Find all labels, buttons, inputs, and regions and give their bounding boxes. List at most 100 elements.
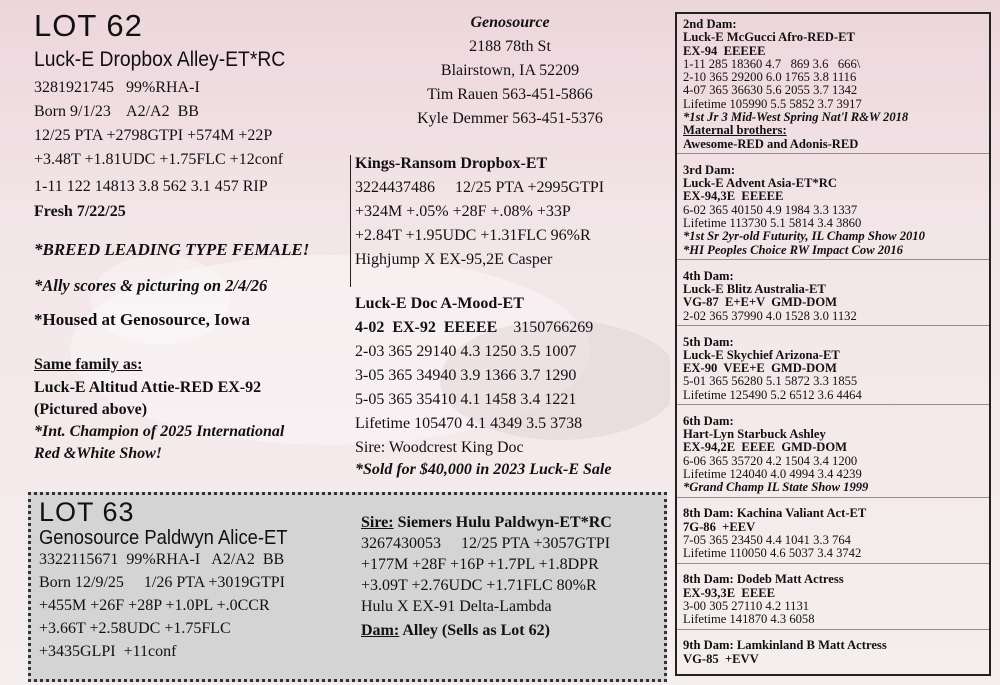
dam-record: 7-05 365 23450 4.4 1041 3.3 764 bbox=[683, 533, 851, 547]
detail-line: 3322115671 99%RHA-I A2/A2 BB bbox=[39, 551, 285, 568]
sire-line: +2.84T +1.95UDC +1.31FLC 96%R bbox=[355, 227, 591, 244]
dam-name: Luck-E Skychief Arizona-ET bbox=[683, 347, 840, 362]
dam-classification: EX-94 EEEEE bbox=[683, 43, 766, 58]
family-heading: Same family as: bbox=[34, 356, 143, 373]
dam-record: 2-03 365 29140 4.3 1250 3.5 1007 bbox=[355, 343, 577, 360]
brothers: Awesome-RED and Adonis-RED bbox=[683, 136, 859, 151]
dam-record: 1-11 285 18360 4.7 869 3.6 666\ bbox=[683, 56, 861, 71]
brothers-heading: Maternal brothers: bbox=[683, 123, 787, 138]
dam-label: Dam: bbox=[361, 622, 400, 639]
detail-line: +3.48T +1.81UDC +1.75FLC +12conf bbox=[34, 151, 284, 168]
dam-section: 6th Dam: Hart-Lyn Starbuck Ashley EX-94,2E… bbox=[677, 414, 989, 498]
dam-classification: 4-02 EX-92 EEEEE bbox=[355, 319, 498, 336]
sire-label: Sire: bbox=[361, 514, 394, 531]
dam-heading: 8th Dam: Kachina Valiant Act-ET bbox=[683, 506, 867, 521]
animal-name: Luck-E Dropbox Alley-ET*RC bbox=[34, 48, 286, 71]
dam-classification-line: 4-02 EX-92 EEEEE 3150766269 bbox=[355, 319, 593, 337]
dam-id: 3150766269 bbox=[513, 319, 594, 336]
sire-line: 3224437486 12/25 PTA +2995GTPI bbox=[355, 179, 605, 196]
dam-record: Lifetime 125490 5.2 6512 3.6 4464 bbox=[683, 387, 862, 402]
note: *Housed at Genosource, Iowa bbox=[34, 310, 250, 329]
dam-record: 3-05 365 34940 3.9 1366 3.7 1290 bbox=[355, 367, 577, 384]
detail-line: +3.66T +2.58UDC +1.75FLC bbox=[39, 620, 231, 637]
sire-line: Hulu X EX-91 Delta-Lambda bbox=[361, 598, 552, 615]
detail-line: +3435GLPI +11conf bbox=[39, 643, 177, 660]
dam-record: Lifetime 105990 5.5 5852 3.7 3917 bbox=[683, 96, 862, 111]
divider bbox=[350, 155, 351, 287]
dam-note: *1st Sr 2yr-old Futurity, IL Champ Show … bbox=[683, 229, 925, 244]
dam-name: Luck-E Blitz Australia-ET bbox=[683, 281, 826, 296]
dam-sire: Sire: Woodcrest King Doc bbox=[355, 439, 524, 456]
contact-line: Blairstown, IA 52209 bbox=[440, 62, 580, 79]
dam-section: 8th Dam: Kachina Valiant Act-ET 7G-86 +EE… bbox=[677, 506, 989, 564]
dam-note: *Sold for $40,000 in 2023 Luck-E Sale bbox=[355, 461, 612, 478]
contact-line: Tim Rauen 563-451-5866 bbox=[427, 86, 593, 103]
family-name: Luck-E Altitud Attie-RED EX-92 bbox=[34, 379, 262, 396]
detail-line: 3281921745 99%RHA-I bbox=[34, 79, 200, 96]
dam-record: Lifetime 124040 4.0 4994 3.4 4239 bbox=[683, 467, 862, 482]
detail-line: 12/25 PTA +2798GTPI +574M +22P bbox=[34, 127, 273, 144]
dam-classification: VG-87 E+E+V GMD-DOM bbox=[683, 295, 838, 310]
dam-classification: 7G-86 +EEV bbox=[683, 519, 756, 534]
sire-name: Kings-Ransom Dropbox-ET bbox=[355, 155, 548, 172]
note: *Ally scores & picturing on 2/4/26 bbox=[34, 276, 268, 295]
dam-record: 6-02 365 40150 4.9 1984 3.3 1337 bbox=[683, 202, 858, 217]
dam-heading: 9th Dam: Lamkinland B Matt Actress bbox=[683, 638, 887, 653]
sire-heading: Sire: Siemers Hulu Paldwyn-ET*RC bbox=[361, 514, 612, 532]
detail-line: +455M +26F +28P +1.0PL +.0CCR bbox=[39, 597, 270, 614]
dam-section: 3rd Dam: Luck-E Advent Asia-ET*RC EX-94,3E… bbox=[677, 162, 989, 260]
dam-record: 5-05 365 35410 4.1 1458 3.4 1221 bbox=[355, 391, 577, 408]
lot-number: LOT 63 bbox=[39, 497, 135, 527]
family-award: *Int. Champion of 2025 International bbox=[34, 423, 285, 440]
sire-line: +324M +.05% +28F +.08% +33P bbox=[355, 203, 571, 220]
dam-line: Dam: Alley (Sells as Lot 62) bbox=[361, 622, 550, 640]
sire-line: Highjump X EX-95,2E Casper bbox=[355, 251, 553, 268]
dam-name: Luck-E Doc A-Mood-ET bbox=[355, 295, 524, 312]
company: Genosource bbox=[470, 14, 550, 31]
sire-name: Siemers Hulu Paldwyn-ET*RC bbox=[397, 514, 612, 531]
detail-line: Born 9/1/23 A2/A2 BB bbox=[34, 103, 199, 120]
detail-line: Born 12/9/25 1/26 PTA +3019GTPI bbox=[39, 574, 285, 591]
family-award: Red &White Show! bbox=[34, 445, 163, 462]
dam-record: Lifetime 105470 4.1 4349 3.5 3738 bbox=[355, 415, 583, 432]
dam-heading: 4th Dam: bbox=[683, 268, 734, 283]
dam-section: 9th Dam: Lamkinland B Matt Actress VG-85 … bbox=[677, 639, 989, 668]
dam-note: *Grand Champ IL State Show 1999 bbox=[683, 480, 869, 495]
dam-name: Luck-E McGucci Afro-RED-ET bbox=[683, 30, 855, 45]
dam-record: 4-07 365 36630 5.6 2055 3.7 1342 bbox=[683, 83, 858, 98]
dam-note: *1st Jr 3 Mid-West Spring Nat'l R&W 2018 bbox=[683, 110, 909, 125]
dam-classification: EX-93,3E EEEE bbox=[683, 585, 776, 600]
dam-section: 5th Dam: Luck-E Skychief Arizona-ET EX-90 … bbox=[677, 334, 989, 406]
dam-record: 2-02 365 37990 4.0 1528 3.0 1132 bbox=[683, 308, 857, 323]
dam-record: 3-00 305 27110 4.2 1131 bbox=[683, 598, 810, 613]
dam-section: 8th Dam: Dodeb Matt Actress EX-93,3E EEEE… bbox=[677, 572, 989, 630]
dam-heading: 3rd Dam: bbox=[683, 162, 736, 177]
sire-line: 3267430053 12/25 PTA +3057GTPI bbox=[361, 535, 611, 552]
background-art bbox=[70, 255, 670, 445]
dam-classification: EX-94,3E EEEEE bbox=[683, 189, 784, 204]
dam-classification: EX-90 VEE+E GMD-DOM bbox=[683, 361, 837, 376]
family-pictured: (Pictured above) bbox=[34, 401, 148, 418]
contact-line: Kyle Demmer 563-451-5376 bbox=[417, 110, 603, 127]
fresh-date: Fresh 7/22/25 bbox=[34, 203, 126, 220]
dam-record: Lifetime 113730 5.1 5814 3.4 3860 bbox=[683, 215, 862, 230]
dam-heading: 5th Dam: bbox=[683, 334, 734, 349]
dam-heading: 8th Dam: Dodeb Matt Actress bbox=[683, 572, 844, 587]
dam-record: Lifetime 110050 4.6 5037 3.4 3742 bbox=[683, 546, 862, 561]
dam-classification: VG-85 +EVV bbox=[683, 651, 759, 666]
dam-classification: EX-94,2E EEEE GMD-DOM bbox=[683, 440, 848, 455]
dam-heading: 2nd Dam: bbox=[683, 17, 737, 31]
lot-63-box: LOT 63 Genosource Paldwyn Alice-ET 33221… bbox=[28, 492, 667, 682]
dam-record: 6-06 365 35720 4.2 1504 3.4 1200 bbox=[683, 453, 858, 468]
dam-name: Hart-Lyn Starbuck Ashley bbox=[683, 427, 826, 442]
highlight: *BREED LEADING TYPE FEMALE! bbox=[34, 240, 310, 259]
contact-line: 2188 78th St bbox=[469, 38, 551, 55]
dam-section: 2nd Dam: Luck-E McGucci Afro-RED-ET EX-94 … bbox=[677, 17, 989, 154]
dam-record: 5-01 365 56280 5.1 5872 3.3 1855 bbox=[683, 374, 858, 389]
dam-name: Luck-E Advent Asia-ET*RC bbox=[683, 176, 837, 191]
dam-record: Lifetime 141870 4.3 6058 bbox=[683, 612, 815, 627]
dam-note: *HI Peoples Choice RW Impact Cow 2016 bbox=[683, 242, 903, 257]
pedigree-panel: 2nd Dam: Luck-E McGucci Afro-RED-ET EX-94 … bbox=[675, 12, 991, 676]
sire-line: +3.09T +2.76UDC +1.71FLC 80%R bbox=[361, 577, 597, 594]
